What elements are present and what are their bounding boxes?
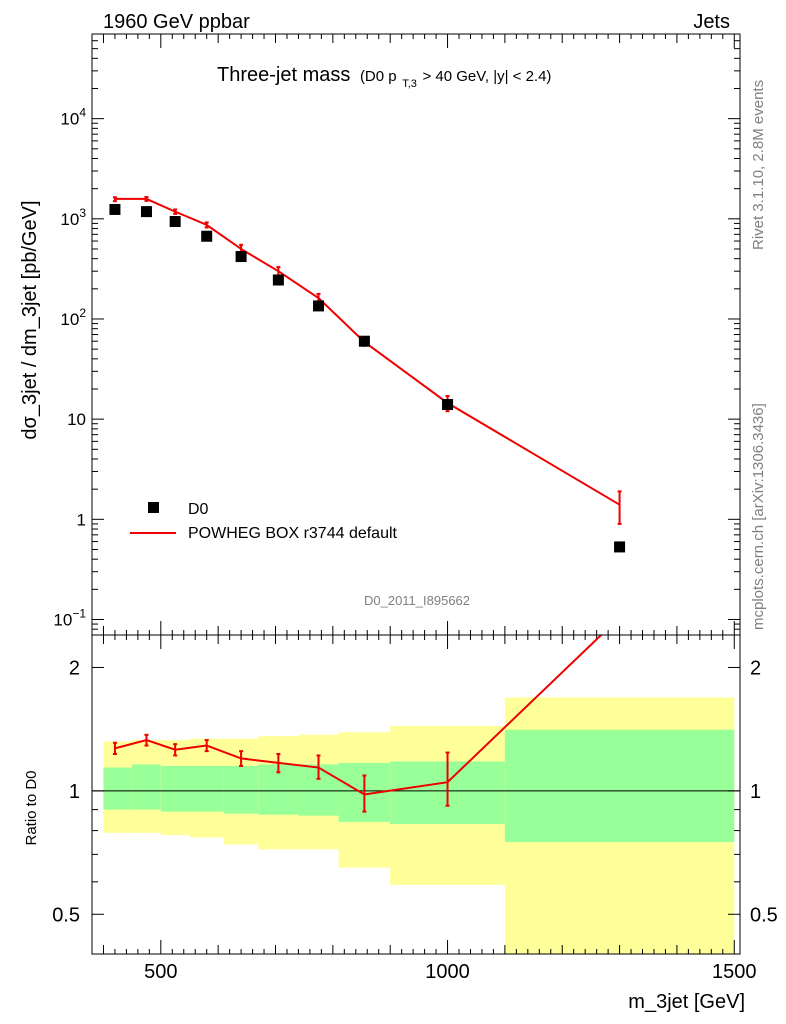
legend-data-label: D0 bbox=[188, 501, 209, 518]
plot-title-main: Three-jet mass bbox=[217, 64, 350, 86]
data-point bbox=[109, 203, 121, 215]
data-point bbox=[442, 399, 454, 411]
data-point bbox=[614, 541, 626, 553]
ratio-mc-line bbox=[114, 635, 603, 796]
main-ylabel: dσ_3jet / dm_3jet [pb/GeV] bbox=[19, 200, 41, 439]
y-tick-label: 10−1 bbox=[53, 606, 86, 629]
legend-data-marker bbox=[148, 502, 159, 513]
ratio-mc-series bbox=[112, 635, 603, 813]
ratio-y-tick-label-right: 2 bbox=[750, 657, 761, 679]
ratio-ticks bbox=[92, 635, 740, 955]
plot-title-cond-end: > 40 GeV, |y| < 2.4) bbox=[422, 68, 551, 85]
mc-series bbox=[112, 196, 622, 525]
x-axis-title: m_3jet [GeV] bbox=[628, 991, 745, 1013]
stat-uncertainty-band bbox=[504, 729, 735, 843]
stat-uncertainty-band bbox=[189, 765, 224, 812]
legend-mc-label: POWHEG BOX r3744 default bbox=[188, 525, 398, 542]
rivet-version-label: Rivet 3.1.10, 2.8M events bbox=[750, 80, 767, 250]
ratio-frame bbox=[91, 634, 741, 955]
y-tick-label: 102 bbox=[60, 306, 86, 329]
plot-title-cond: (D0 p bbox=[360, 68, 397, 85]
stat-uncertainty-band bbox=[103, 767, 133, 810]
ratio-y-tick-label-right: 0.5 bbox=[750, 904, 778, 926]
y-tick-label: 104 bbox=[60, 106, 86, 129]
data-point bbox=[201, 230, 213, 242]
ratio-panel: 0.5 0.5 1 1 2 2 500 1000 1500 bbox=[52, 634, 778, 983]
ratio-y-tick-label-right: 1 bbox=[750, 781, 761, 803]
data-point bbox=[140, 206, 152, 218]
ratio-ylabel: Ratio to D0 bbox=[23, 770, 40, 845]
x-tick-label: 500 bbox=[144, 961, 177, 983]
x-tick-label: 1500 bbox=[712, 961, 757, 983]
header-category: Jets bbox=[693, 11, 730, 33]
mc-line bbox=[114, 197, 621, 506]
analysis-id: D0_2011_I895662 bbox=[364, 593, 470, 608]
mcplots-label: mcplots.cern.ch [arXiv:1306.3436] bbox=[750, 403, 767, 630]
data-point bbox=[235, 251, 247, 263]
main-frame bbox=[91, 33, 741, 636]
y-tick-label: 10 bbox=[67, 410, 86, 429]
y-tick-label: 1 bbox=[77, 510, 86, 529]
stat-uncertainty-band bbox=[160, 765, 190, 812]
ratio-y-tick-label: 0.5 bbox=[52, 904, 80, 926]
data-point bbox=[313, 300, 325, 312]
ratio-y-tick-labels: 0.5 0.5 1 1 2 2 bbox=[52, 657, 778, 926]
header-energy: 1960 GeV ppbar bbox=[103, 11, 250, 33]
ratio-y-tick-label: 2 bbox=[69, 657, 80, 679]
data-point bbox=[358, 335, 370, 347]
data-point bbox=[272, 274, 284, 286]
plot-title-sub: T,3 bbox=[402, 78, 417, 90]
x-tick-label: 1000 bbox=[425, 961, 470, 983]
main-ticks bbox=[92, 33, 740, 636]
x-tick-labels: 500 1000 1500 bbox=[144, 961, 756, 983]
data-series bbox=[109, 203, 626, 553]
ratio-y-tick-label: 1 bbox=[69, 781, 80, 803]
stat-uncertainty-band bbox=[223, 765, 259, 814]
legend: D0 POWHEG BOX r3744 default bbox=[130, 501, 398, 542]
plot-title: Three-jet mass (D0 p T,3 > 40 GeV, |y| <… bbox=[217, 64, 551, 92]
y-tick-label: 103 bbox=[60, 206, 86, 229]
ratio-bands bbox=[103, 697, 735, 954]
data-point bbox=[169, 216, 181, 228]
stat-uncertainty-band bbox=[132, 764, 161, 810]
